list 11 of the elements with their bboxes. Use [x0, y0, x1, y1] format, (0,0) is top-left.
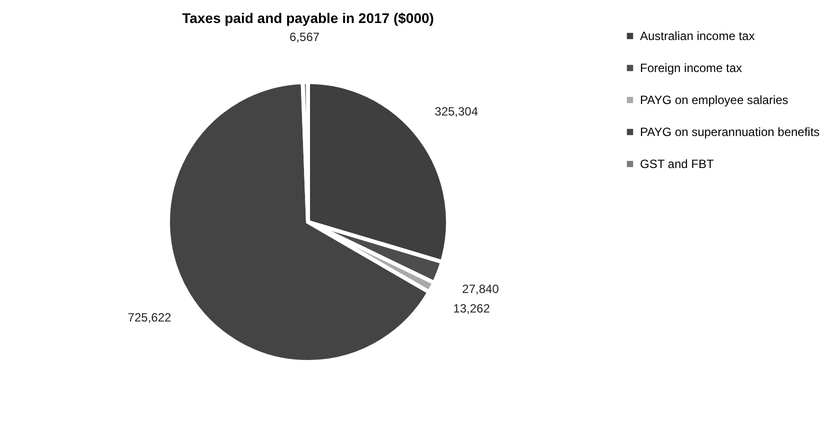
legend-label: PAYG on employee salaries — [640, 93, 788, 107]
data-label: 27,840 — [462, 282, 500, 296]
chart-title: Taxes paid and payable in 2017 ($000) — [182, 10, 434, 26]
data-label: 13,262 — [453, 302, 490, 316]
data-label: 6,567 — [290, 30, 320, 44]
data-label: 725,622 — [128, 310, 172, 324]
legend-label: Foreign income tax — [640, 61, 742, 75]
legend-label: PAYG on superannuation benefits — [640, 125, 820, 139]
data-label: 325,304 — [434, 104, 478, 118]
legend-label: Australian income tax — [640, 29, 755, 43]
legend-label: GST and FBT — [640, 157, 714, 171]
